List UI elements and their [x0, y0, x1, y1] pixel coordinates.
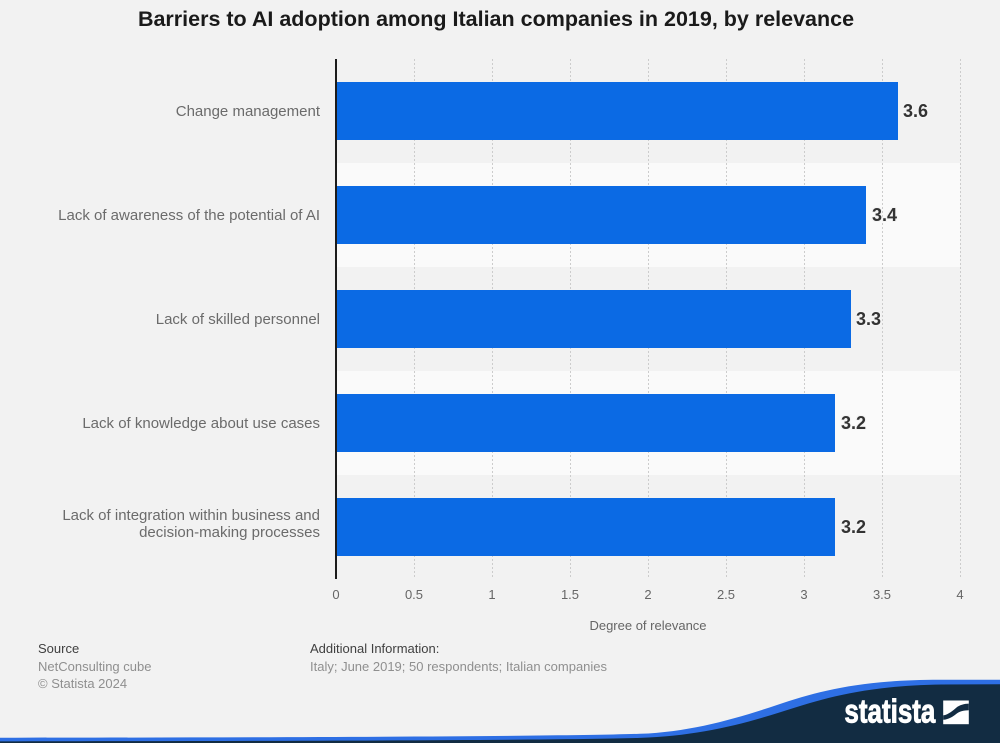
svg-text:statista: statista	[844, 692, 935, 729]
